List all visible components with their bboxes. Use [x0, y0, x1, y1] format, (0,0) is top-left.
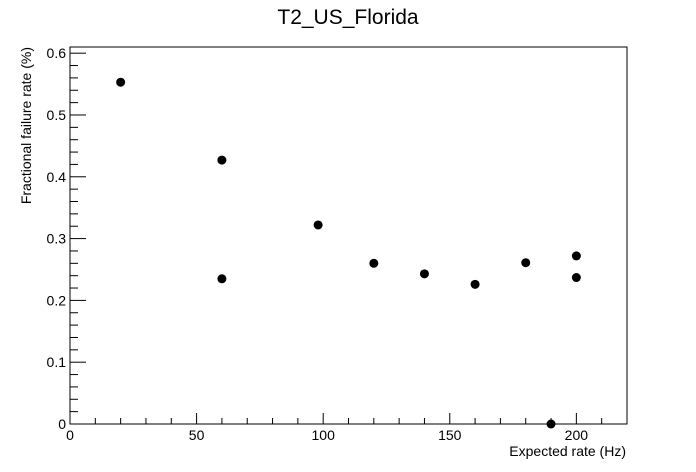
x-tick-label: 100	[312, 427, 336, 443]
x-tick-label: 200	[565, 427, 589, 443]
data-point	[369, 258, 379, 268]
x-tick-label: 0	[66, 427, 74, 443]
data-point	[470, 279, 480, 289]
data-point	[571, 251, 581, 261]
y-tick-label: 0.5	[47, 107, 67, 123]
data-point	[419, 269, 429, 279]
x-tick-label: 150	[438, 427, 462, 443]
y-tick-label: 0.6	[47, 45, 67, 61]
y-tick-label: 0.3	[47, 231, 67, 247]
data-point	[521, 258, 531, 268]
data-point	[116, 77, 126, 87]
x-axis-label: Expected rate (Hz)	[509, 443, 626, 459]
y-tick-labels: 0 0.1 0.2 0.3 0.4 0.5 0.6	[47, 45, 67, 432]
axis-ticks	[69, 52, 628, 425]
y-tick-label: 0.4	[47, 169, 67, 185]
data-point	[217, 155, 227, 165]
y-tick-label: 0.2	[47, 292, 67, 308]
chart-title: T2_US_Florida	[277, 6, 419, 29]
data-point	[217, 274, 227, 284]
data-points	[116, 77, 581, 429]
x-tick-label: 50	[189, 427, 205, 443]
data-point	[546, 419, 556, 429]
data-point	[313, 220, 323, 230]
y-axis-label: Fractional failure rate (%)	[18, 47, 34, 204]
x-tick-labels: 0 50 100 150 200	[66, 427, 588, 443]
data-point	[571, 273, 581, 283]
y-tick-label: 0.1	[47, 354, 67, 370]
y-tick-label: 0	[58, 416, 66, 432]
